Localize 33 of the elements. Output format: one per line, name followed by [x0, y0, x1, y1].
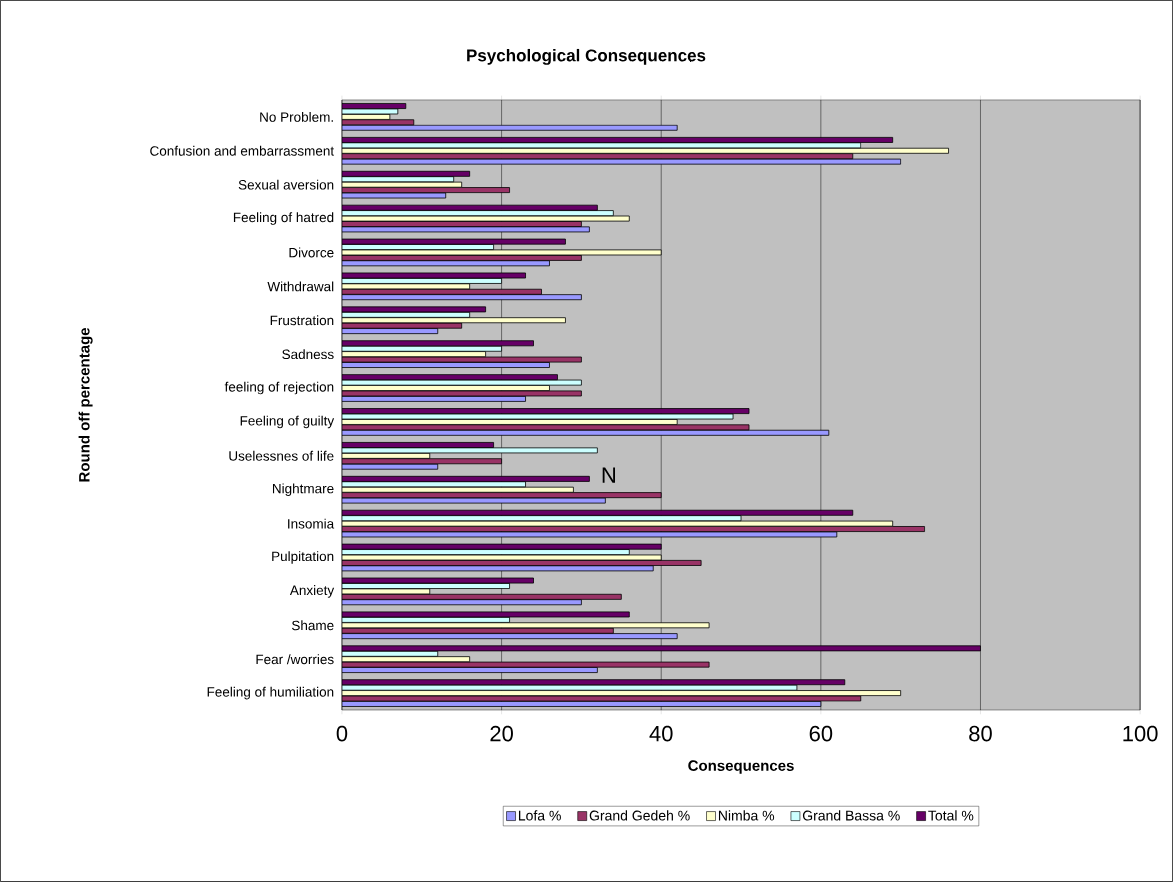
y-tick-label: Feeling of guilty: [240, 415, 335, 429]
y-tick-label: Divorce: [289, 247, 334, 258]
legend-label: Lofa %: [518, 810, 561, 821]
y-tick-label: Frustration: [270, 315, 334, 326]
y-axis-title: Round off percentage: [78, 328, 93, 482]
y-tick-label: No Problem.: [260, 111, 333, 122]
y-tick-label: Pulpitation: [272, 551, 334, 564]
legend-label: Grand Bassa %: [802, 810, 900, 821]
annotation: N: [602, 467, 616, 483]
x-tick-label: 0: [336, 725, 348, 742]
y-tick-label: Shame: [291, 620, 334, 631]
y-tick-label: Nightmare: [272, 483, 334, 497]
y-tick-label: Fear /worries: [256, 654, 334, 665]
y-tick-label: Uselessnes of life: [229, 450, 334, 461]
legend-label: Total %: [928, 810, 974, 821]
y-tick-label: Sadness: [282, 349, 334, 360]
y-tick-label: Sexual aversion: [238, 179, 334, 190]
x-tick-label: 60: [809, 725, 833, 742]
chart-title: Psychological Consequences: [467, 48, 706, 65]
y-tick-label: Feeling of humiliation: [207, 686, 334, 700]
x-tick-label: 20: [490, 725, 513, 742]
x-tick-label: 100: [1123, 725, 1158, 742]
y-tick-label: Confusion and embarrassment: [150, 145, 335, 156]
y-tick-label: Anxiety: [289, 585, 335, 598]
y-tick-label: feeling of rejection: [224, 381, 334, 395]
y-tick-label: Feeling of hatred: [233, 212, 334, 225]
x-tick-label: 40: [649, 725, 673, 742]
x-axis-title: Consequences: [688, 760, 794, 774]
legend-label: Nimba %: [718, 810, 775, 821]
y-tick-label: Withdrawal: [267, 281, 334, 292]
x-tick-label: 80: [969, 725, 992, 742]
y-tick-label: Insomia: [288, 518, 335, 529]
legend-label: Grand Gedeh %: [589, 810, 690, 821]
